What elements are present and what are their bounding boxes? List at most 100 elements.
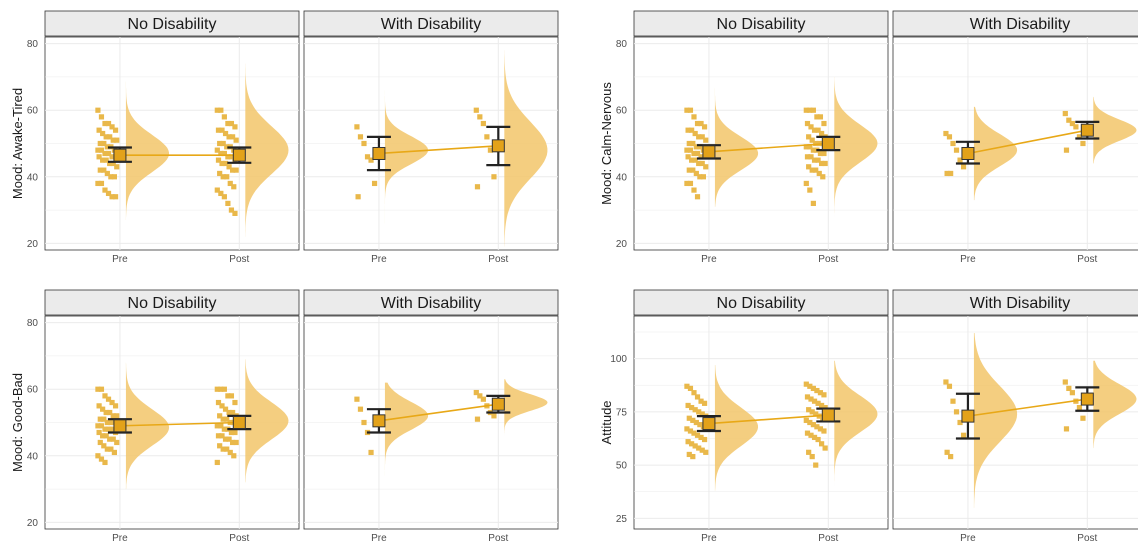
violin-half (973, 106, 1018, 201)
data-point (684, 107, 690, 113)
data-point (692, 443, 698, 449)
data-point (474, 416, 481, 422)
y-tick-label: 20 (27, 518, 39, 529)
data-point (230, 439, 236, 446)
data-point (810, 200, 816, 207)
data-point (95, 423, 101, 429)
violin-half (125, 80, 169, 221)
mean-marker (1080, 392, 1094, 406)
data-point (684, 426, 690, 432)
data-point (477, 393, 483, 399)
data-point (808, 124, 814, 130)
data-point (480, 120, 486, 127)
y-tick-label: 80 (616, 39, 628, 50)
data-point (699, 134, 705, 140)
data-point (819, 402, 825, 409)
data-point (1066, 117, 1072, 123)
data-point (814, 114, 820, 120)
data-point (686, 451, 692, 458)
mean-marker (372, 146, 386, 160)
data-point (803, 107, 809, 113)
data-point (95, 147, 101, 153)
data-point (224, 144, 230, 150)
data-point (810, 422, 816, 428)
data-point (114, 137, 120, 143)
data-point (474, 184, 481, 190)
data-point (225, 120, 231, 127)
data-point (222, 130, 229, 137)
violin-half (384, 90, 429, 224)
data-point (803, 417, 809, 423)
data-point (694, 120, 701, 127)
data-point (221, 386, 227, 392)
data-point (689, 127, 695, 133)
data-point (97, 439, 103, 446)
data-point (473, 107, 479, 113)
data-point (107, 160, 113, 167)
chart-2: Mood: Good-Bad 20 40 60 80 No Disability Pre Po… (10, 289, 559, 544)
data-point (943, 379, 949, 385)
data-point (697, 422, 703, 428)
data-point (1069, 120, 1075, 127)
data-point (109, 426, 115, 432)
data-point (821, 150, 827, 157)
data-point (810, 147, 816, 153)
data-point (219, 433, 225, 439)
data-point (110, 413, 116, 419)
x-tick-label: Post (229, 254, 249, 265)
data-point (95, 453, 101, 459)
data-point (226, 164, 232, 170)
data-point (957, 419, 963, 426)
data-point (222, 436, 229, 442)
data-point (960, 164, 967, 170)
data-point (224, 174, 230, 180)
data-point (697, 144, 703, 150)
data-point (685, 402, 691, 409)
facet-0: No Disability Pre Post (44, 10, 300, 265)
data-point (109, 154, 115, 160)
data-point (948, 453, 954, 460)
data-point (214, 147, 220, 153)
data-point (693, 419, 699, 426)
facet-strip-label: With Disability (970, 295, 1070, 312)
mean-marker (372, 414, 386, 428)
data-point (692, 157, 698, 163)
data-point (354, 124, 360, 130)
data-point (815, 157, 821, 163)
facet-1: With Disability Pre Post (303, 289, 559, 544)
data-point (95, 180, 101, 187)
data-point (220, 446, 226, 452)
data-point (694, 194, 701, 200)
data-point (218, 150, 224, 157)
data-point (95, 107, 101, 113)
data-point (105, 150, 112, 157)
facet-strip-label: No Disability (717, 295, 806, 312)
clipped-layer (943, 96, 1137, 201)
mean-marker (232, 416, 246, 429)
data-point (807, 144, 813, 150)
mean-marker (1080, 123, 1094, 137)
data-point (694, 432, 701, 438)
data-point (110, 160, 116, 167)
facet-strip (44, 10, 300, 37)
data-point (803, 381, 809, 387)
data-point (813, 411, 819, 417)
y-tick-label: 80 (27, 318, 39, 329)
violin-half (714, 364, 758, 491)
data-point (696, 160, 702, 167)
data-point (692, 407, 698, 413)
data-point (222, 406, 229, 412)
data-point (1063, 147, 1070, 153)
data-point (228, 120, 235, 127)
y-axis-title: Mood: Calm-Nervous (599, 82, 614, 205)
data-point (689, 441, 695, 447)
data-point (477, 114, 483, 120)
data-point (689, 404, 695, 411)
mean-marker (491, 139, 505, 153)
data-point (684, 180, 690, 187)
data-point (817, 114, 824, 120)
data-point (808, 154, 814, 160)
facet-1: With Disability Pre Post (303, 10, 559, 265)
data-point (218, 386, 224, 392)
clipped-layer (354, 50, 548, 247)
